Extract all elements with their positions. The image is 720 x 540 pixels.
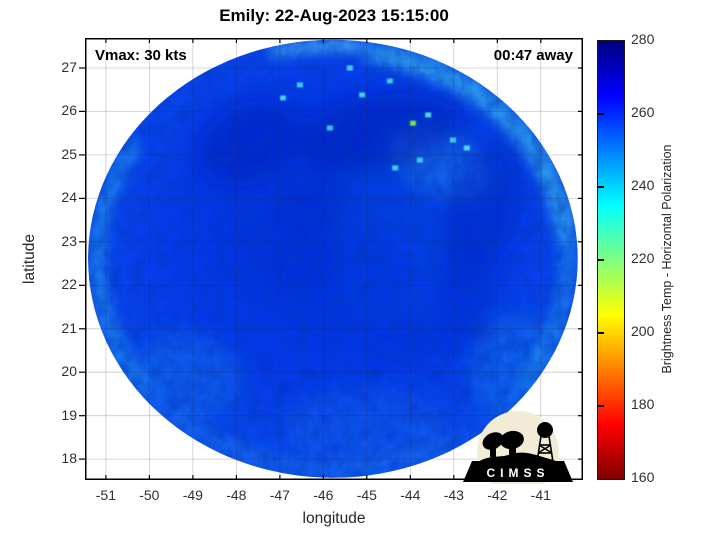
colorbar-tick-label: 260 bbox=[631, 104, 655, 120]
swath-disk bbox=[88, 39, 578, 478]
x-tick-label: -50 bbox=[139, 487, 160, 503]
x-tick-label: -45 bbox=[356, 487, 377, 503]
colorbar-label: Brightness Temp - Horizontal Polarizatio… bbox=[660, 144, 674, 374]
colorbar-tick bbox=[598, 259, 604, 261]
dish-mount bbox=[490, 445, 496, 457]
y-tick-label: 23 bbox=[61, 232, 77, 249]
y-tick-label: 25 bbox=[61, 145, 77, 162]
colorbar-tick bbox=[598, 186, 604, 188]
colorbar bbox=[597, 40, 625, 480]
colorbar-tick-label: 160 bbox=[631, 469, 655, 485]
x-tick-label: -49 bbox=[182, 487, 203, 503]
colorbar-tick-label: 180 bbox=[631, 396, 655, 412]
y-tick-label: 19 bbox=[61, 406, 77, 423]
y-tick-label: 24 bbox=[61, 189, 77, 206]
cimss-banner bbox=[463, 461, 573, 482]
y-axis-label: latitude bbox=[21, 234, 38, 284]
x-tick-label: -46 bbox=[313, 487, 334, 503]
satellite-dish-icon bbox=[482, 432, 504, 450]
colorbar-tick-label: 240 bbox=[631, 177, 655, 193]
colorbar-tick bbox=[598, 405, 604, 407]
colorbar-tick-label: 200 bbox=[631, 323, 655, 339]
x-tick-label: -44 bbox=[400, 487, 421, 503]
y-tick-label: 26 bbox=[61, 102, 77, 119]
x-axis-label: longitude bbox=[302, 510, 366, 527]
dish-mount bbox=[509, 445, 516, 457]
colorbar-tick-label: 220 bbox=[631, 250, 655, 266]
cimss-text: CIMSS bbox=[486, 466, 549, 480]
colorbar-tick bbox=[598, 113, 604, 115]
colorbar-tick bbox=[598, 332, 604, 334]
y-tick-label: 18 bbox=[61, 450, 77, 467]
y-tick-label: 22 bbox=[61, 276, 77, 293]
x-tick-label: -51 bbox=[95, 487, 116, 503]
x-tick-label: -48 bbox=[226, 487, 247, 503]
chart-title: Emily: 22-Aug-2023 15:15:00 bbox=[219, 6, 449, 25]
x-tick-label: -47 bbox=[269, 487, 290, 503]
water-tower-legs bbox=[536, 435, 554, 463]
x-tick-label: -42 bbox=[487, 487, 508, 503]
gridlines bbox=[85, 38, 583, 480]
vmax-annotation: Vmax: 30 kts bbox=[95, 47, 187, 64]
y-tick-label: 27 bbox=[61, 58, 77, 75]
x-tick-label: -43 bbox=[443, 487, 464, 503]
cimss-logo: CIMSS bbox=[463, 411, 573, 484]
eta-annotation: 00:47 away bbox=[493, 47, 573, 64]
y-tick-label: 20 bbox=[61, 363, 77, 380]
axes-box bbox=[85, 38, 583, 480]
plot-area bbox=[79, 38, 583, 480]
water-tower-icon bbox=[537, 422, 553, 438]
y-tick-label: 21 bbox=[61, 319, 77, 336]
x-tick-label: -41 bbox=[530, 487, 551, 503]
satellite-dish-icon bbox=[500, 430, 524, 450]
colorbar-tick-label: 280 bbox=[631, 31, 655, 47]
